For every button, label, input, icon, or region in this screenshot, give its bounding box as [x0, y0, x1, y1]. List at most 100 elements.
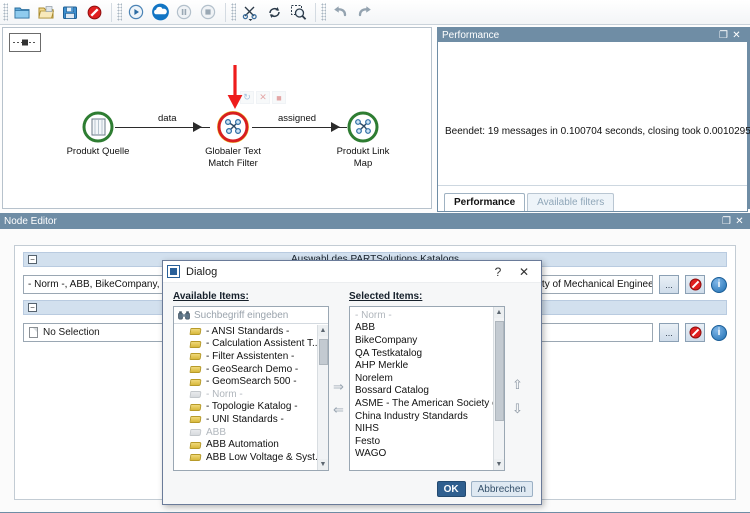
list-item[interactable]: Bossard Catalog: [350, 385, 493, 398]
scroll-down-icon[interactable]: ▼: [494, 459, 504, 470]
node-label-globaler-text-match-filter-1: Globaler Text: [205, 146, 261, 157]
close-icon[interactable]: ✕: [735, 216, 744, 227]
tab-available-filters[interactable]: Available filters: [527, 193, 615, 211]
info-icon[interactable]: i: [711, 276, 727, 293]
list-item-label: - Filter Assistenten -: [206, 350, 295, 362]
stop-icon[interactable]: [196, 2, 220, 23]
toolbar-grip[interactable]: [117, 3, 122, 21]
list-item[interactable]: - GeoSearch Demo -: [174, 363, 317, 376]
list-item[interactable]: ABB Low Voltage & Syst...: [174, 451, 317, 464]
stop-square-icon[interactable]: ■: [272, 91, 286, 104]
workflow-annotation-icon[interactable]: [9, 33, 41, 52]
close-icon[interactable]: ✕: [518, 264, 530, 279]
list-item[interactable]: Festo: [350, 435, 493, 448]
open-folder-icon[interactable]: [34, 2, 58, 23]
browse-button[interactable]: ...: [659, 275, 679, 294]
selected-items-list[interactable]: - Norm - ABB BikeCompany QA Testkatalog …: [350, 307, 493, 470]
list-item-label: ABB Automation: [206, 439, 279, 451]
node-produkt-link-map[interactable]: Produkt Link Map: [318, 109, 408, 169]
list-item-label: - GeomSearch 500 -: [206, 376, 297, 388]
selected-items-listbox[interactable]: - Norm - ABB BikeCompany QA Testkatalog …: [349, 306, 505, 471]
canvas-right-edge: [748, 27, 750, 209]
search-input[interactable]: Suchbegriff eingeben: [174, 307, 328, 324]
list-item[interactable]: - Norm -: [350, 309, 493, 322]
cancel-button[interactable]: Abbrechen: [470, 481, 533, 497]
pause-icon[interactable]: [172, 2, 196, 23]
dialog-titlebar: Dialog ? ✕: [163, 261, 541, 283]
available-items-listbox[interactable]: Suchbegriff eingeben - ANSI Standards - …: [173, 306, 329, 471]
selected-list-scrollbar[interactable]: ▲ ▼: [493, 307, 504, 470]
list-item[interactable]: - GeomSearch 500 -: [174, 375, 317, 388]
tab-performance[interactable]: Performance: [444, 193, 526, 211]
folder-icon: [189, 378, 202, 386]
list-item[interactable]: ASME - The American Society of ...: [350, 397, 493, 410]
move-left-icon[interactable]: ⇐: [333, 402, 344, 417]
workflow-canvas-inner[interactable]: data assigned Produkt Quelle: [3, 28, 431, 208]
dialog-title: Dialog: [186, 265, 218, 278]
list-item[interactable]: Norelem: [350, 372, 493, 385]
scroll-up-icon[interactable]: ▲: [494, 307, 504, 318]
deploy-cloud-icon[interactable]: [148, 2, 172, 23]
list-item[interactable]: NIHS: [350, 422, 493, 435]
toolbar-group-execution: [114, 0, 223, 25]
move-right-icon[interactable]: ⇒: [333, 379, 344, 394]
available-list-scrollbar[interactable]: ▲ ▼: [317, 325, 328, 470]
performance-panel-title: Performance: [442, 29, 500, 41]
collapse-toggle[interactable]: −: [28, 255, 37, 264]
node-produkt-quelle[interactable]: Produkt Quelle: [53, 109, 143, 157]
collapse-toggle[interactable]: −: [28, 303, 37, 312]
list-item[interactable]: WAGO: [350, 448, 493, 461]
list-item[interactable]: QA Testkatalog: [350, 347, 493, 360]
browse-button[interactable]: ...: [659, 323, 679, 342]
move-up-icon[interactable]: ⇧: [512, 377, 523, 392]
list-item[interactable]: AHP Merkle: [350, 359, 493, 372]
info-icon[interactable]: i: [711, 324, 727, 341]
scrollbar-thumb[interactable]: [495, 321, 504, 421]
save-icon[interactable]: [58, 2, 82, 23]
float-icon[interactable]: ❐: [722, 216, 731, 227]
list-item-label: - ANSI Standards -: [206, 325, 290, 337]
scissors-cut-icon[interactable]: [238, 2, 262, 23]
edge-label-assigned: assigned: [278, 113, 317, 124]
stop-forbidden-icon[interactable]: [82, 2, 106, 23]
close-icon[interactable]: ✕: [732, 29, 741, 41]
no-entry-icon[interactable]: [685, 275, 705, 294]
document-icon: [29, 327, 38, 338]
workflow-canvas[interactable]: data assigned Produkt Quelle: [2, 27, 432, 209]
node-globaler-text-match-filter[interactable]: Globaler Text Match Filter: [188, 109, 278, 169]
zoom-select-icon[interactable]: [286, 2, 310, 23]
node-overlay-toolbar[interactable]: ↻ ✕ ■: [240, 91, 286, 104]
scrollbar-thumb[interactable]: [319, 339, 328, 365]
toolbar-divider: [225, 2, 226, 22]
play-icon[interactable]: [124, 2, 148, 23]
list-item[interactable]: China Industry Standards: [350, 410, 493, 423]
node-editor-title: Node Editor: [4, 216, 57, 227]
no-entry-icon[interactable]: [685, 323, 705, 342]
list-item[interactable]: - Filter Assistenten -: [174, 350, 317, 363]
scroll-up-icon[interactable]: ▲: [318, 325, 328, 336]
close-icon[interactable]: ✕: [256, 91, 270, 104]
list-item[interactable]: ABB: [350, 322, 493, 335]
toolbar-grip[interactable]: [3, 3, 8, 21]
toolbar-grip[interactable]: [231, 3, 236, 21]
list-item[interactable]: BikeCompany: [350, 334, 493, 347]
ok-button[interactable]: OK: [436, 481, 466, 497]
list-item[interactable]: ABB Automation: [174, 438, 317, 451]
help-icon[interactable]: ?: [494, 264, 502, 279]
list-item[interactable]: - UNI Standards -: [174, 413, 317, 426]
float-icon[interactable]: ❐: [719, 29, 728, 41]
list-item-label: QA Testkatalog: [355, 347, 423, 359]
scroll-down-icon[interactable]: ▼: [318, 459, 328, 470]
list-item[interactable]: - Topologie Katalog -: [174, 401, 317, 414]
list-item[interactable]: - ANSI Standards -: [174, 325, 317, 338]
toolbar-grip[interactable]: [321, 3, 326, 21]
list-item[interactable]: - Calculation Assistent T...: [174, 338, 317, 351]
move-down-icon[interactable]: ⇩: [512, 401, 523, 416]
new-folder-icon[interactable]: [10, 2, 34, 23]
node-icon-globaler-text-match-filter: [188, 109, 278, 145]
undo-icon[interactable]: [328, 2, 352, 23]
available-items-list[interactable]: - ANSI Standards - - Calculation Assiste…: [174, 325, 317, 470]
refresh-icon[interactable]: [262, 2, 286, 23]
redo-icon[interactable]: [352, 2, 376, 23]
